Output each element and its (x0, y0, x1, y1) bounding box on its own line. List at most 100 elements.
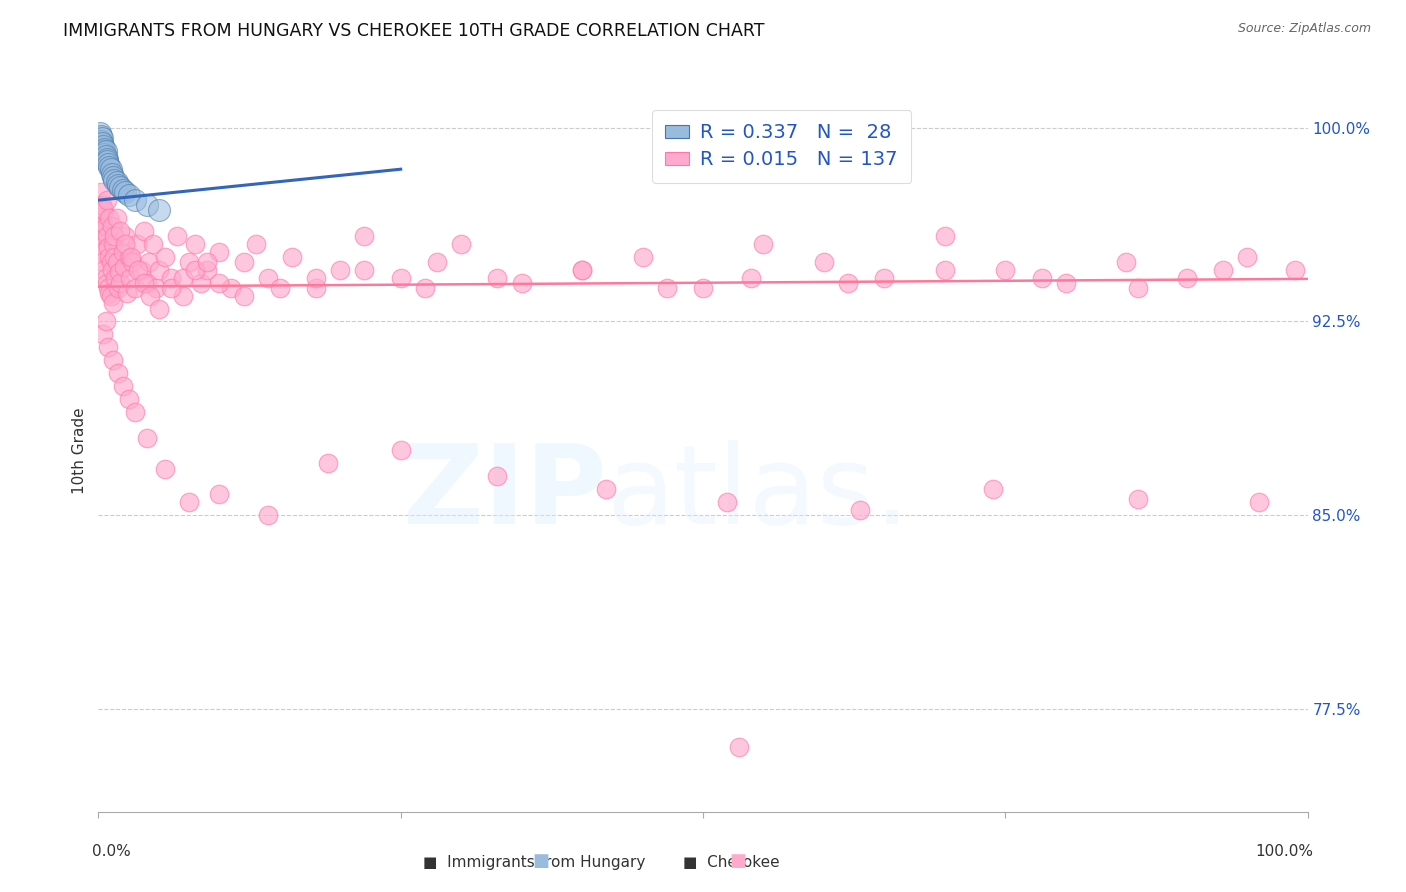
Point (97, 157, 120, 171)
Text: 0.0%: 0.0% (93, 844, 131, 859)
Point (486, 469, 509, 483)
Point (655, 281, 678, 295)
Point (91, 211, 114, 226)
Point (100, 288, 122, 302)
Point (135, 198, 157, 212)
Point (389, 270, 412, 285)
Point (873, 270, 896, 285)
Point (849, 503, 872, 517)
Point (692, 281, 714, 295)
Point (153, 250, 176, 264)
Point (97, 239, 120, 253)
Point (145, 281, 167, 295)
Point (172, 288, 194, 302)
Point (232, 288, 254, 302)
Point (98, 250, 121, 264)
Point (91, 131, 114, 145)
Point (184, 262, 207, 277)
Point (118, 250, 141, 264)
Point (107, 366, 129, 380)
Point (91, 139, 114, 153)
Point (103, 250, 125, 264)
Point (98, 160, 121, 174)
Point (105, 175, 128, 189)
Point (121, 255, 143, 269)
Point (208, 487, 231, 501)
Point (450, 237, 472, 252)
Point (93, 203, 115, 218)
Point (108, 180, 131, 194)
Point (100, 262, 122, 277)
Point (89, 219, 111, 233)
Point (97, 340, 120, 354)
Point (195, 262, 218, 277)
Point (89, 229, 111, 244)
Point (353, 262, 375, 277)
Point (1175, 270, 1198, 285)
Point (94, 144, 117, 158)
Point (740, 270, 762, 285)
Point (93, 224, 115, 238)
Point (142, 237, 165, 252)
Point (101, 237, 124, 252)
Point (90, 134, 112, 148)
Point (103, 172, 125, 186)
Point (114, 237, 136, 252)
Point (486, 270, 509, 285)
Point (281, 250, 304, 264)
Point (389, 443, 412, 458)
Point (96, 276, 118, 290)
Point (1284, 262, 1306, 277)
Point (111, 244, 134, 259)
Point (510, 276, 533, 290)
Point (98, 211, 121, 226)
Point (111, 183, 134, 197)
Point (100, 167, 122, 181)
Point (96, 152, 118, 166)
Point (127, 237, 149, 252)
Point (135, 276, 157, 290)
Point (179, 255, 201, 269)
Point (1128, 281, 1150, 295)
Point (94, 314, 117, 328)
Point (595, 482, 617, 496)
Point (118, 392, 141, 406)
Point (631, 250, 654, 264)
Point (316, 456, 339, 470)
Text: ■: ■ (730, 852, 747, 870)
Point (111, 379, 134, 393)
Point (127, 262, 149, 277)
Point (93, 142, 115, 156)
Point (994, 262, 1017, 277)
Y-axis label: 10th Grade: 10th Grade (72, 407, 87, 494)
Point (256, 270, 278, 285)
Point (752, 237, 775, 252)
Point (97, 281, 120, 295)
Point (135, 431, 157, 445)
Point (1054, 276, 1077, 290)
Point (90, 186, 112, 200)
Point (195, 255, 218, 269)
Point (1128, 492, 1150, 507)
Text: atlas.: atlas. (606, 441, 910, 548)
Point (305, 270, 328, 285)
Point (138, 255, 160, 269)
Point (353, 229, 375, 244)
Point (118, 270, 141, 285)
Point (981, 482, 1004, 496)
Point (139, 288, 162, 302)
Point (1115, 255, 1137, 269)
Text: ■  Cherokee: ■ Cherokee (683, 855, 779, 870)
Point (160, 281, 183, 295)
Point (117, 286, 139, 301)
Point (124, 193, 146, 207)
Point (118, 188, 141, 202)
Point (129, 262, 152, 277)
Point (108, 276, 131, 290)
Point (124, 281, 146, 295)
Point (93, 262, 115, 277)
Point (105, 255, 128, 269)
Point (190, 276, 212, 290)
Point (160, 270, 183, 285)
Point (813, 255, 835, 269)
